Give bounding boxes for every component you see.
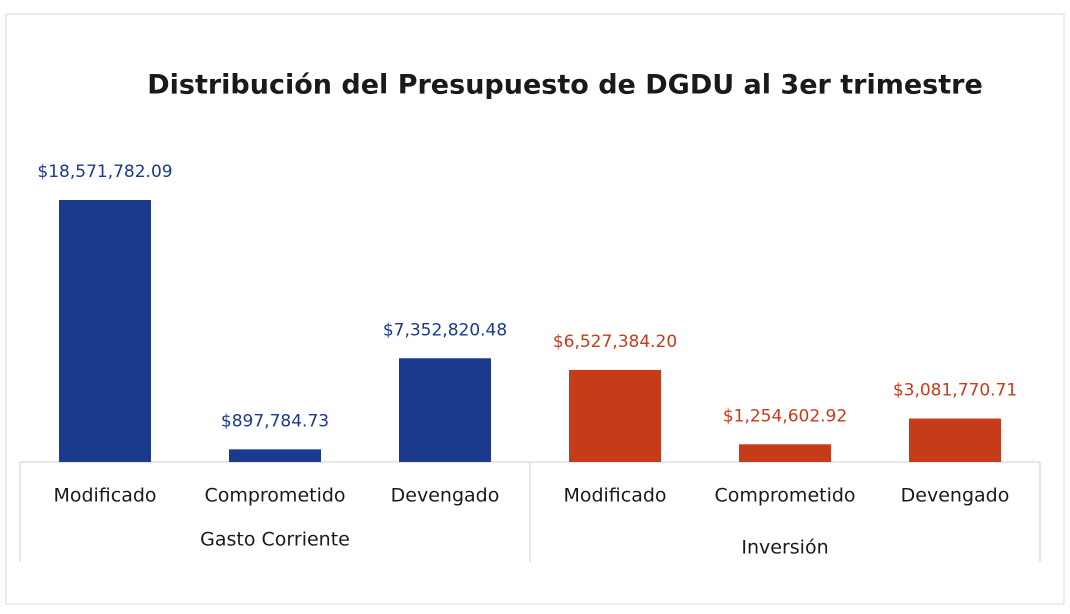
group-label: Gasto Corriente (200, 529, 350, 551)
value-label: $3,081,770.71 (893, 381, 1017, 401)
chart-title: Distribución del Presupuesto de DGDU al … (147, 70, 983, 101)
x-tick-label: Devengado (391, 485, 500, 507)
chart-frame (5, 13, 1065, 605)
bar (569, 369, 661, 462)
x-tick-label: Devengado (901, 485, 1010, 507)
bar (59, 200, 151, 462)
value-label: $1,254,602.92 (723, 406, 847, 426)
value-label: $7,352,820.48 (383, 320, 507, 340)
bar (909, 418, 1001, 462)
bar (229, 449, 321, 462)
value-label: $18,571,782.09 (37, 162, 172, 182)
bar (399, 358, 491, 462)
bar (739, 444, 831, 462)
x-tick-label: Modificado (563, 485, 666, 507)
value-label: $897,784.73 (221, 411, 329, 431)
x-tick-label: Modificado (53, 485, 156, 507)
x-tick-label: Comprometido (714, 485, 855, 507)
x-tick-label: Comprometido (204, 485, 345, 507)
value-label: $6,527,384.20 (553, 332, 677, 352)
group-label: Inversión (741, 537, 828, 559)
